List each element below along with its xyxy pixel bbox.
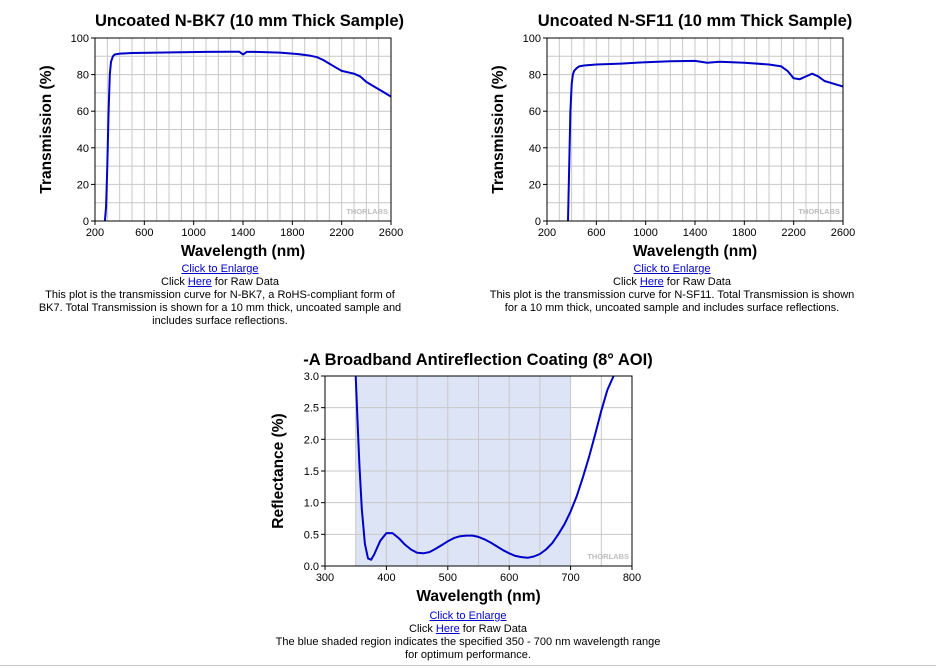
y-tick-label: 0 bbox=[83, 216, 89, 228]
thorlabs-watermark: THORLABS bbox=[346, 207, 388, 216]
x-tick-label: 2200 bbox=[329, 227, 353, 239]
x-tick-label: 1800 bbox=[732, 227, 756, 239]
raw-data-here-link-ar[interactable]: Here bbox=[435, 623, 460, 635]
y-tick-label: 1.0 bbox=[304, 498, 319, 510]
caption-desc-line: This plot is the transmission curve for … bbox=[45, 289, 395, 301]
series-line bbox=[567, 59, 844, 222]
raw-data-line-nsf11: Click Here for Raw Data bbox=[472, 276, 872, 289]
x-tick-label: 200 bbox=[86, 227, 104, 239]
y-tick-label: 0 bbox=[535, 216, 541, 228]
click-to-enlarge-link-ar[interactable]: Click to Enlarge bbox=[429, 610, 507, 622]
thorlabs-watermark: THORLABS bbox=[798, 207, 840, 216]
x-tick-label: 500 bbox=[439, 572, 457, 584]
x-axis-label: Wavelength (nm) bbox=[633, 243, 757, 260]
raw-data-prefix: Click bbox=[161, 276, 188, 288]
caption-desc-line: BK7. Total Transmission is shown for a 1… bbox=[38, 302, 402, 314]
x-tick-label: 600 bbox=[500, 572, 518, 584]
x-tick-label: 1800 bbox=[280, 227, 304, 239]
x-tick-label: 700 bbox=[561, 572, 579, 584]
chart-title-nbk7: Uncoated N-BK7 (10 mm Thick Sample) bbox=[95, 12, 404, 30]
x-tick-label: 1000 bbox=[633, 227, 657, 239]
y-tick-label: 60 bbox=[77, 106, 89, 118]
x-tick-label: 1000 bbox=[181, 227, 205, 239]
caption-desc-line: for a 10 mm thick, uncoated sample and i… bbox=[504, 302, 840, 314]
raw-data-here-link-nsf11[interactable]: Here bbox=[639, 276, 664, 288]
caption-desc-line: The blue shaded region indicates the spe… bbox=[275, 636, 661, 648]
x-tick-label: 1400 bbox=[683, 227, 707, 239]
click-to-enlarge-link-nsf11[interactable]: Click to Enlarge bbox=[633, 263, 711, 275]
thorlabs-watermark: THORLABS bbox=[587, 552, 629, 561]
caption-ar-coating: Click to Enlarge Click Here for Raw Data… bbox=[250, 610, 686, 662]
raw-data-suffix: for Raw Data bbox=[211, 276, 279, 288]
x-tick-label: 200 bbox=[538, 227, 556, 239]
raw-data-here-link-nbk7[interactable]: Here bbox=[187, 276, 212, 288]
x-tick-label: 300 bbox=[316, 572, 334, 584]
y-tick-label: 40 bbox=[529, 143, 541, 155]
caption-desc-line: for optimum performance. bbox=[405, 649, 531, 661]
x-tick-label: 2200 bbox=[781, 227, 805, 239]
x-tick-label: 2600 bbox=[831, 227, 855, 239]
y-axis-label: Reflectance (%) bbox=[270, 413, 287, 528]
click-to-enlarge-link-nbk7[interactable]: Click to Enlarge bbox=[181, 263, 259, 275]
page-bottom-divider bbox=[0, 665, 936, 666]
raw-data-suffix: for Raw Data bbox=[663, 276, 731, 288]
grid-lines bbox=[325, 376, 632, 566]
y-tick-label: 2.0 bbox=[304, 434, 319, 446]
x-axis-label: Wavelength (nm) bbox=[416, 588, 540, 605]
y-tick-label: 1.5 bbox=[304, 466, 319, 478]
y-tick-label: 20 bbox=[77, 179, 89, 191]
caption-desc-line: This plot is the transmission curve for … bbox=[489, 289, 855, 301]
y-tick-label: 80 bbox=[77, 70, 89, 82]
raw-data-line-nbk7: Click Here for Raw Data bbox=[20, 276, 420, 289]
y-tick-label: 2.5 bbox=[304, 403, 319, 415]
raw-data-prefix: Click bbox=[613, 276, 640, 288]
y-tick-label: 20 bbox=[529, 179, 541, 191]
y-tick-label: 100 bbox=[71, 33, 89, 45]
y-tick-label: 3.0 bbox=[304, 371, 319, 383]
y-tick-label: 80 bbox=[529, 70, 541, 82]
y-tick-label: 100 bbox=[523, 33, 541, 45]
y-tick-label: 0.0 bbox=[304, 561, 319, 573]
caption-nsf11: Click to Enlarge Click Here for Raw Data… bbox=[472, 263, 872, 315]
y-axis-label: Transmission (%) bbox=[38, 65, 55, 193]
y-tick-label: 60 bbox=[529, 106, 541, 118]
x-tick-label: 800 bbox=[623, 572, 641, 584]
y-tick-label: 0.5 bbox=[304, 529, 319, 541]
series-line bbox=[354, 375, 615, 561]
x-axis-label: Wavelength (nm) bbox=[181, 243, 305, 260]
raw-data-suffix: for Raw Data bbox=[459, 623, 527, 635]
x-tick-label: 600 bbox=[135, 227, 153, 239]
y-axis-label: Transmission (%) bbox=[490, 65, 507, 193]
raw-data-prefix: Click bbox=[409, 623, 436, 635]
chart-title-ar-coating: -A Broadband Antireflection Coating (8° … bbox=[303, 351, 653, 369]
x-tick-label: 600 bbox=[587, 227, 605, 239]
caption-nbk7: Click to Enlarge Click Here for Raw Data… bbox=[20, 263, 420, 328]
caption-desc-line: includes surface reflections. bbox=[152, 315, 288, 327]
grid-lines bbox=[547, 38, 843, 221]
x-tick-label: 400 bbox=[377, 572, 395, 584]
x-tick-label: 2600 bbox=[379, 227, 403, 239]
raw-data-line-ar: Click Here for Raw Data bbox=[250, 623, 686, 636]
chart-title-nsf11: Uncoated N-SF11 (10 mm Thick Sample) bbox=[537, 12, 853, 30]
x-tick-label: 1400 bbox=[231, 227, 255, 239]
y-tick-label: 40 bbox=[77, 143, 89, 155]
series-line bbox=[103, 50, 392, 222]
